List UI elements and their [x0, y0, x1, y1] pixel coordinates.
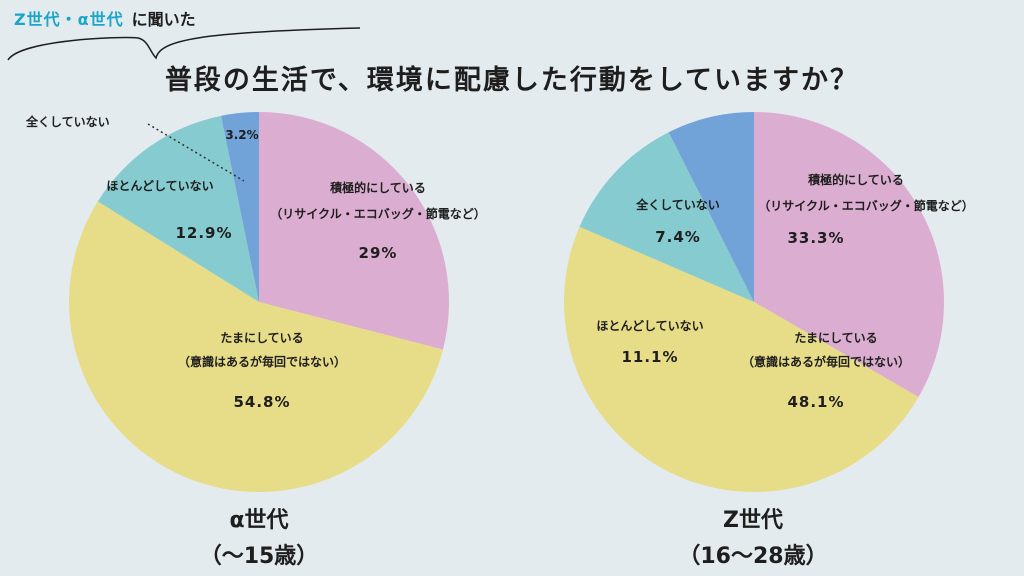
slice-value-z-0: 33.3% — [787, 229, 844, 247]
slice-label-z-1: たまにしている — [794, 331, 877, 345]
slice-label-alpha-1: たまにしている — [220, 331, 303, 345]
pie-alpha-slice-1 — [69, 201, 443, 492]
pie-chart-alpha — [69, 112, 449, 492]
slice-label-alpha-3: 全くしていない — [25, 114, 110, 129]
pie-labels-z: 積極的にしている （リサイクル・エコバッグ・節電など） 33.3% たまにしてい… — [596, 172, 973, 411]
group-name-alpha: α世代 — [229, 508, 289, 533]
slice-value-alpha-3: 3.2% — [225, 128, 258, 142]
slice-label-z-3: 全くしていない — [635, 197, 720, 212]
slice-value-alpha-0: 29% — [359, 244, 398, 262]
slice-label-z-2: ほとんどしていない — [596, 319, 703, 333]
slice-sub-alpha-0: （リサイクル・エコバッグ・節電など） — [270, 206, 485, 221]
group-age-alpha: （〜15歳） — [199, 544, 319, 569]
slice-value-z-3: 7.4% — [655, 228, 701, 246]
page-title: 普段の生活で、環境に配慮した行動をしていますか？ — [164, 65, 860, 96]
pie-alpha-slice-2 — [97, 115, 260, 303]
pie-alpha-slice-0 — [259, 112, 449, 350]
tagline-highlight: Z世代・α世代 — [14, 10, 124, 29]
group-age-z: （16〜28歳） — [678, 544, 828, 569]
slice-label-alpha-2: ほとんどしていない — [106, 179, 213, 193]
slice-value-alpha-1: 54.8% — [233, 393, 290, 411]
pie-z-slice-2 — [579, 132, 754, 302]
slice-value-z-2: 11.1% — [621, 348, 678, 366]
slice-label-z-0: 積極的にしている — [807, 172, 904, 187]
pie-chart-z — [564, 112, 944, 492]
pie-z-slice-1 — [564, 226, 919, 492]
leader-line — [147, 123, 245, 182]
slice-value-alpha-2: 12.9% — [175, 224, 232, 242]
group-name-z: Z世代 — [723, 508, 783, 533]
pie-z-slice-3 — [668, 112, 754, 302]
slice-label-alpha-0: 積極的にしている — [329, 180, 426, 195]
slice-sub-z-0: （リサイクル・エコバッグ・節電など） — [758, 198, 973, 213]
pie-labels-alpha: 積極的にしている （リサイクル・エコバッグ・節電など） 29% たまにしている … — [25, 114, 486, 411]
pie-z-slice-0 — [754, 112, 944, 397]
slice-value-z-1: 48.1% — [787, 393, 844, 411]
header-tagline: Z世代・α世代 に聞いた — [14, 6, 196, 30]
tagline-rest: に聞いた — [131, 10, 196, 29]
slice-sub-z-1: （意識はあるが毎回ではない） — [742, 354, 910, 369]
slice-sub-alpha-1: （意識はあるが毎回ではない） — [178, 354, 346, 369]
tagline-curve — [7, 27, 361, 61]
pie-alpha-slice-3 — [221, 112, 259, 302]
